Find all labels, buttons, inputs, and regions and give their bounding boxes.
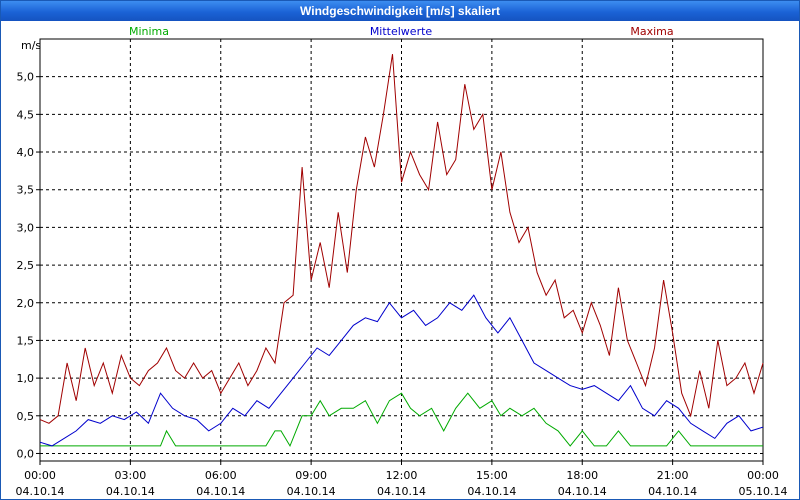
series-line-minima [40,392,763,448]
x-tick-date: 04.10.14 [377,485,426,498]
x-tick-time: 12:00 [386,469,418,482]
x-tick-date: 04.10.14 [648,485,697,498]
x-tick-date: 04.10.14 [287,485,336,498]
x-tick-time: 06:00 [205,469,237,482]
series-line-maxima [39,54,764,424]
x-tick-date: 04.10.14 [467,485,516,498]
legend-entry-mittelwerte: Mittelwerte [370,25,433,38]
series-lines [39,54,764,448]
grid-lines [40,39,763,461]
chart-title: Windgeschwindigkeit [m/s] skaliert [1,1,799,21]
x-tick-time: 00:00 [24,469,56,482]
x-tick-time: 09:00 [295,469,327,482]
x-tick-date: 04.10.14 [16,485,65,498]
y-tick-label: 5,0 [17,71,35,84]
y-tick-label: 3,0 [17,221,35,234]
y-tick-label: 0,5 [17,410,35,423]
x-axis: 00:00 04.10.14 03:00 04.10.14 06:00 04.10.14 0… [16,461,788,498]
chart-svg: 0,00,51,01,52,02,53,03,54,04,55,0 00:000… [16,25,788,498]
x-tick-date: 04.10.14 [196,485,245,498]
x-tick-date: 04.10.14 [558,485,607,498]
y-tick-label: 1,5 [17,334,35,347]
series-line-mittelwerte [39,294,764,447]
x-tick-time: 18:00 [566,469,598,482]
y-axis-label: m/s [21,39,41,52]
x-tick-time: 00:00 [747,469,779,482]
y-tick-label: 4,5 [17,108,35,121]
y-tick-label: 0,0 [17,447,35,460]
legend: Minima Mittelwerte Maxima [129,25,674,38]
x-tick-time: 21:00 [657,469,689,482]
y-tick-label: 1,0 [17,372,35,385]
x-tick-time: 15:00 [476,469,508,482]
x-tick-date: 05.10.14 [739,485,788,498]
x-tick-date: 04.10.14 [106,485,155,498]
y-tick-label: 2,5 [17,259,35,272]
y-tick-label: 2,0 [17,297,35,310]
legend-entry-maxima: Maxima [630,25,673,38]
x-tick-time: 03:00 [115,469,147,482]
y-tick-label: 3,5 [17,184,35,197]
y-tick-label: 4,0 [17,146,35,159]
y-axis: 0,0 0,5 1,0 1,5 2,0 2,5 3,0 3,5 4,0 4,5 5,0 [17,71,40,460]
legend-entry-minima: Minima [129,25,169,38]
